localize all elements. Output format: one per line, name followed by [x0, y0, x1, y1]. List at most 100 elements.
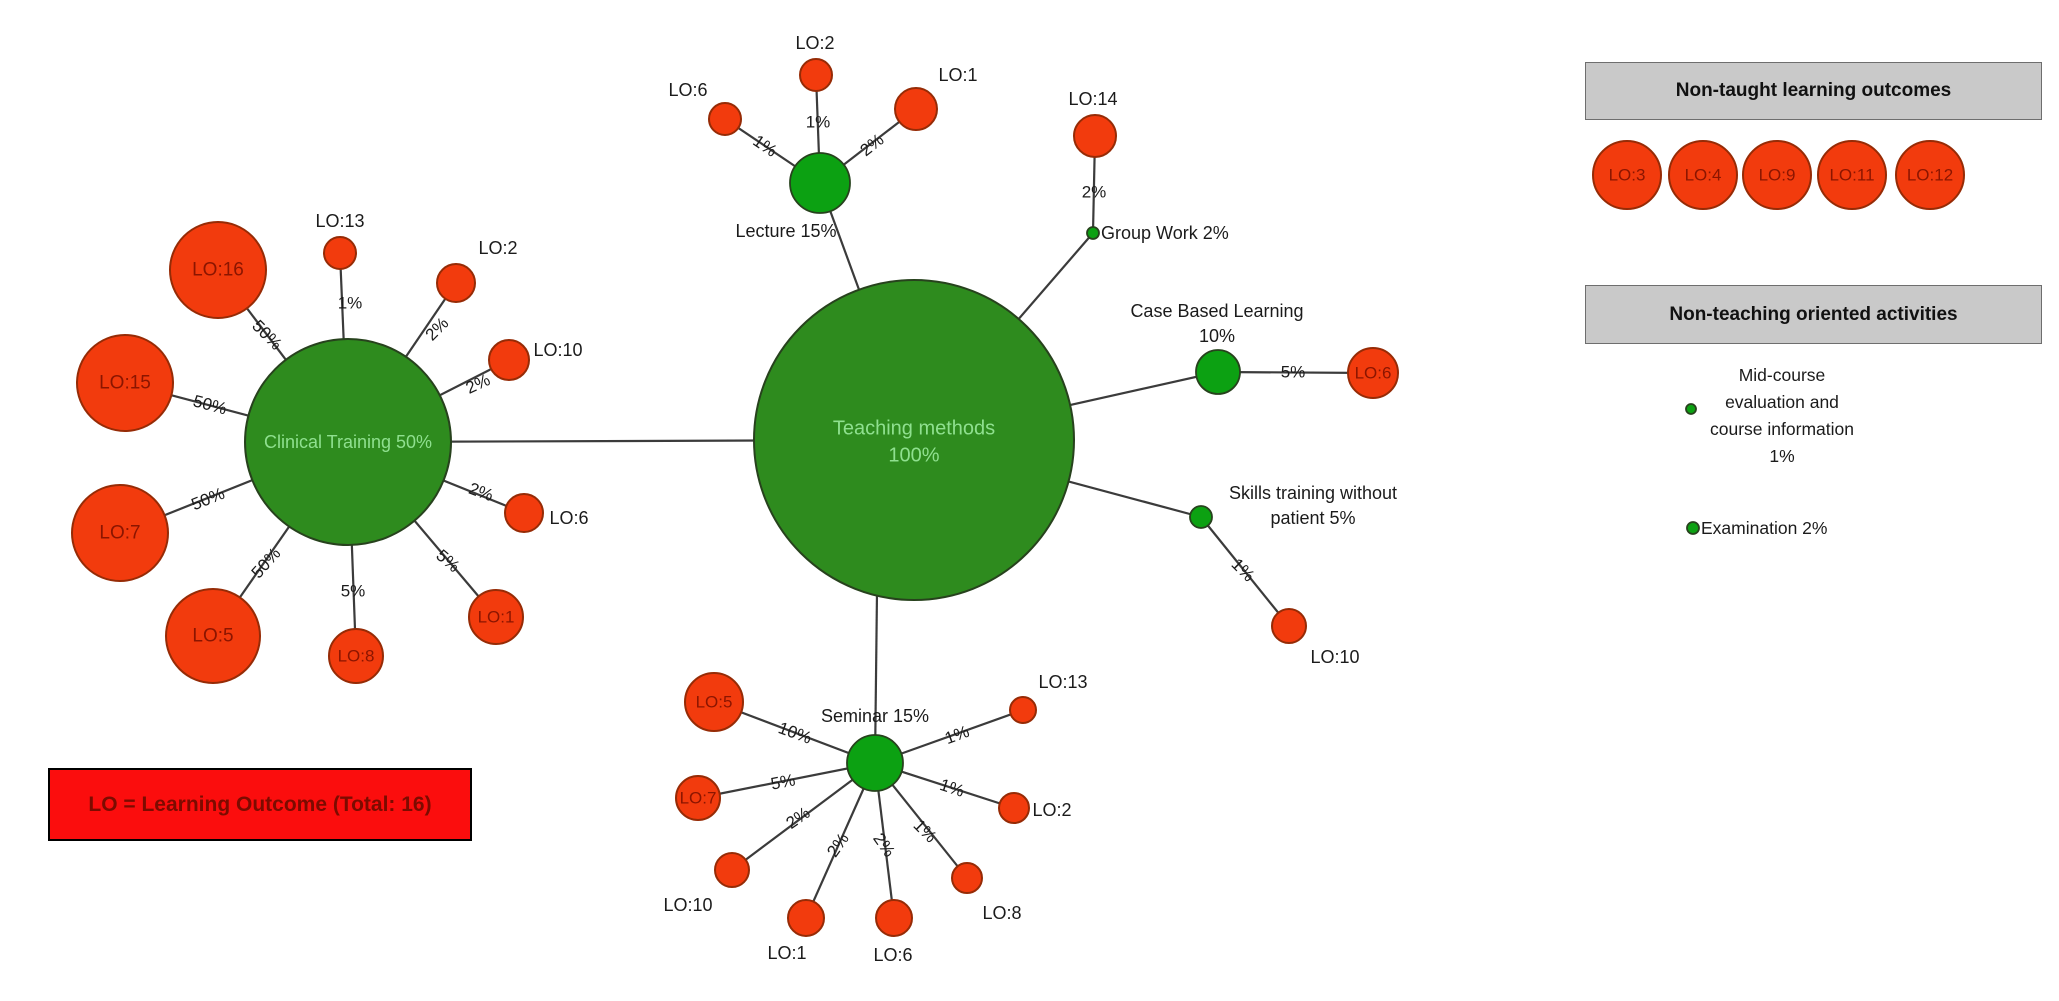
- node-lo7-seminar: [675, 775, 721, 821]
- node-label-lo6-cbl: LO:6: [1355, 364, 1392, 383]
- node-groupwork: [1086, 226, 1100, 240]
- node-lo1-clinical: [468, 589, 524, 645]
- node-label-lo6-lecture: LO:6: [668, 80, 707, 100]
- edge-label-clinical-lo10-clinical: 2%: [463, 370, 493, 398]
- lo-abbreviation-text: LO = Learning Outcome (Total: 16): [88, 792, 432, 816]
- node-lo12-legend: [1895, 140, 1965, 210]
- node-label-lo6-seminar: LO:6: [873, 945, 912, 965]
- node-label-lo2-lecture: LO:2: [795, 33, 834, 53]
- node-label-skills-1: patient 5%: [1270, 508, 1355, 528]
- node-label-lo2-seminar: LO:2: [1032, 800, 1071, 820]
- edge-label-seminar-lo2-seminar: 1%: [937, 775, 966, 801]
- node-lo11-legend: [1817, 140, 1887, 210]
- edge-label-cbl-lo6-cbl: 5%: [1281, 363, 1306, 382]
- node-label-lo8-seminar: LO:8: [982, 903, 1021, 923]
- node-label-lo13-clinical: LO:13: [315, 211, 364, 231]
- node-label-lo5-seminar: LO:5: [696, 693, 733, 712]
- non-taught-outcomes-title: Non-taught learning outcomes: [1675, 80, 1952, 101]
- node-label-lo10-clinical: LO:10: [533, 340, 582, 360]
- node-teaching: [753, 279, 1075, 601]
- edge-label-seminar-lo7-seminar: 5%: [769, 770, 797, 793]
- node-lo16-clinical: [169, 221, 267, 319]
- node-lo1-seminar: [787, 899, 825, 937]
- edge-label-lecture-lo6-lecture: 1%: [749, 131, 780, 160]
- node-lo8-seminar: [951, 862, 983, 894]
- node-lo5-clinical: [165, 588, 261, 684]
- node-lo13-seminar: [1009, 696, 1037, 724]
- node-label-lo9-legend: LO:9: [1759, 166, 1796, 185]
- node-lo5-seminar: [684, 672, 744, 732]
- node-lo8-clinical: [328, 628, 384, 684]
- edge-label-clinical-lo8-clinical: 5%: [341, 582, 366, 601]
- edge-label-clinical-lo15-clinical: 50%: [191, 391, 229, 418]
- node-label-lo2-clinical: LO:2: [478, 238, 517, 258]
- node-clinical: [244, 338, 452, 546]
- node-skills: [1189, 505, 1213, 529]
- node-label-lo8-clinical: LO:8: [338, 647, 375, 666]
- node-label-groupwork: Group Work 2%: [1101, 223, 1229, 243]
- node-cbl: [1195, 349, 1241, 395]
- node-label-lecture: Lecture 15%: [735, 221, 836, 241]
- node-label-cbl-0: Case Based Learning: [1130, 301, 1303, 321]
- edge-label-seminar-lo13-seminar: 1%: [942, 722, 972, 748]
- node-label-lo7-clinical: LO:7: [99, 523, 140, 544]
- examination-bullet-icon: [1686, 521, 1700, 535]
- edge-label-seminar-lo1-seminar: 2%: [823, 829, 853, 860]
- node-label-cbl-1: 10%: [1199, 326, 1235, 346]
- node-label-lo10-skills: LO:10: [1310, 647, 1359, 667]
- edge-label-lecture-lo2-lecture: 1%: [806, 113, 831, 132]
- node-seminar: [846, 734, 904, 792]
- node-label-lo7-seminar: LO:7: [680, 789, 717, 808]
- node-lo6-lecture: [708, 102, 742, 136]
- node-lo10-clinical: [488, 339, 530, 381]
- edge-label-clinical-lo7-clinical: 50%: [189, 484, 228, 514]
- node-label-lo14-groupwork: LO:14: [1068, 89, 1117, 109]
- node-label-lo10-seminar: LO:10: [663, 895, 712, 915]
- node-lo2-lecture: [799, 58, 833, 92]
- node-label-lo15-clinical: LO:15: [99, 373, 151, 394]
- edge-label-clinical-lo6-clinical: 2%: [466, 479, 496, 505]
- edge-label-clinical-lo5-clinical: 50%: [248, 544, 285, 582]
- node-label-lo3-legend: LO:3: [1609, 166, 1646, 185]
- node-lo10-seminar: [714, 852, 750, 888]
- node-lo1-lecture: [894, 87, 938, 131]
- node-lo6-clinical: [504, 493, 544, 533]
- midcourse-bullet-icon: [1685, 403, 1697, 415]
- edge-label-seminar-lo5-seminar: 10%: [776, 718, 814, 747]
- node-lo6-cbl: [1347, 347, 1399, 399]
- node-label-teaching-1: 100%: [888, 445, 939, 467]
- node-label-lo6-clinical: LO:6: [549, 508, 588, 528]
- non-teaching-activities-header: Non-teaching oriented activities: [1585, 285, 2042, 344]
- edge-label-clinical-lo16-clinical: 50%: [248, 316, 285, 353]
- node-lo7-clinical: [71, 484, 169, 582]
- edge-label-clinical-lo2-clinical: 2%: [422, 314, 453, 345]
- lo-abbreviation-legend: LO = Learning Outcome (Total: 16): [48, 768, 472, 841]
- node-lo2-clinical: [436, 263, 476, 303]
- midcourse-label-2: course information: [1710, 419, 1854, 439]
- edge-label-seminar-lo8-seminar: 1%: [910, 816, 941, 847]
- midcourse-label-0: Mid-course: [1739, 365, 1826, 385]
- edge-skills-lo10-skills: [1200, 516, 1290, 627]
- node-lo3-legend: [1592, 140, 1662, 210]
- node-lo10-skills: [1271, 608, 1307, 644]
- non-teaching-activities-title: Non-teaching oriented activities: [1669, 303, 1958, 325]
- edge-seminar-lo7-seminar: [697, 761, 876, 800]
- edge-label-groupwork-lo14-groupwork: 2%: [1082, 183, 1107, 202]
- node-label-lo12-legend: LO:12: [1907, 166, 1953, 185]
- node-label-lo16-clinical: LO:16: [192, 260, 244, 281]
- node-label-lo4-legend: LO:4: [1685, 166, 1722, 185]
- node-lo2-seminar: [998, 792, 1030, 824]
- examination-label-0: Examination 2%: [1701, 518, 1827, 538]
- node-lo13-clinical: [323, 236, 357, 270]
- node-lecture: [789, 152, 851, 214]
- node-label-lo1-clinical: LO:1: [478, 608, 515, 627]
- node-label-lo13-seminar: LO:13: [1038, 672, 1087, 692]
- midcourse-label-1: evaluation and: [1725, 392, 1839, 412]
- node-label-lo1-lecture: LO:1: [938, 65, 977, 85]
- node-label-clinical: Clinical Training 50%: [264, 432, 432, 452]
- midcourse-label-3: 1%: [1769, 446, 1794, 466]
- node-lo14-groupwork: [1073, 114, 1117, 158]
- node-label-skills-0: Skills training without: [1229, 483, 1397, 503]
